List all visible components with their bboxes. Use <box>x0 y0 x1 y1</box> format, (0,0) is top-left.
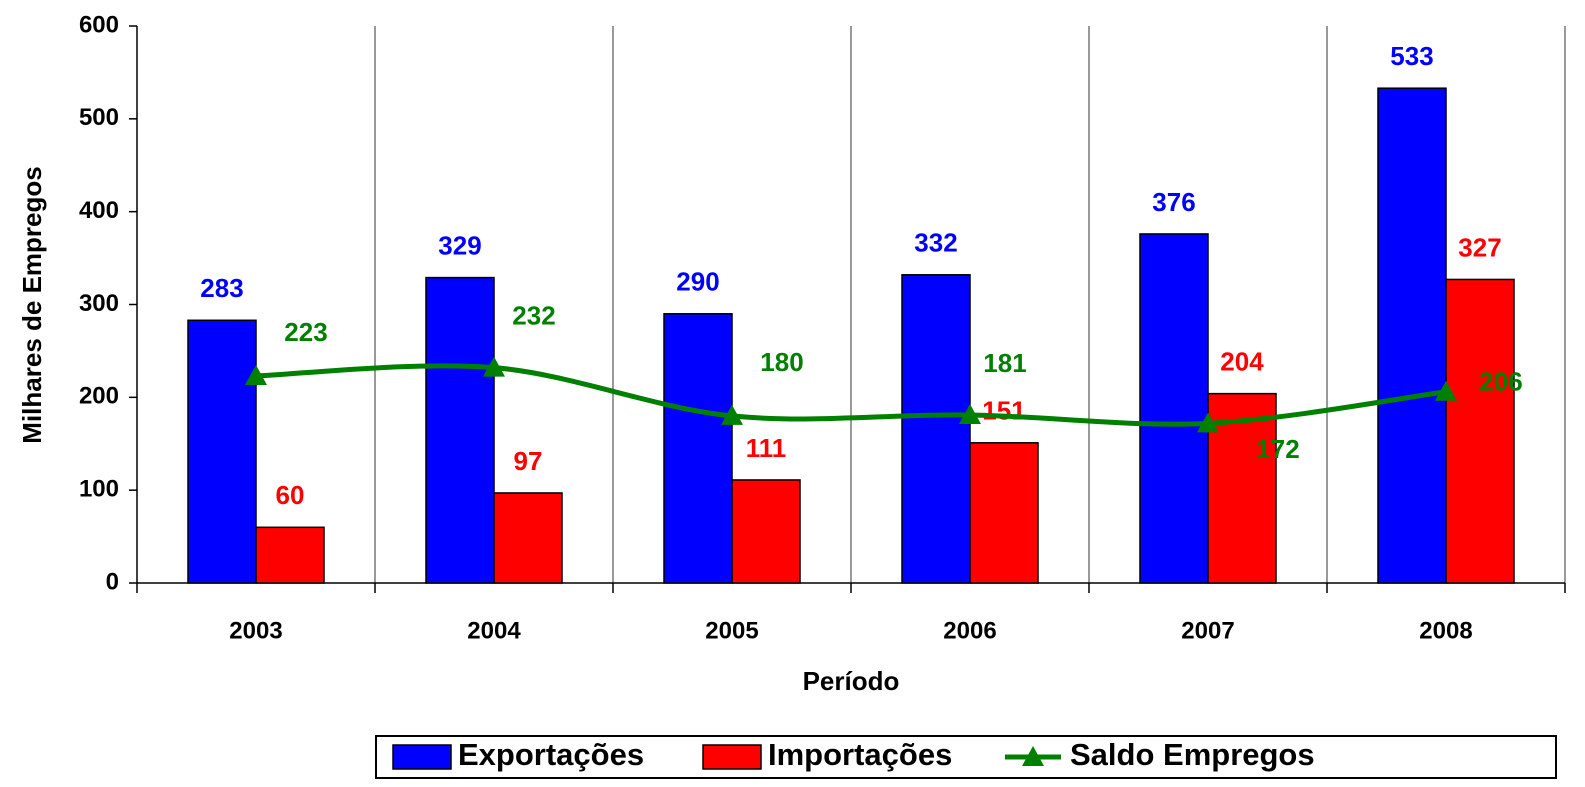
data-label: 111 <box>746 433 787 463</box>
bar <box>1377 87 1447 584</box>
legend-label: Importações <box>768 737 952 772</box>
data-label: 332 <box>914 228 957 258</box>
legend-label: Saldo Empregos <box>1070 737 1315 772</box>
bar <box>255 526 325 584</box>
x-tick-label: 2007 <box>1181 617 1234 644</box>
bar <box>901 274 971 584</box>
data-label: 172 <box>1256 434 1299 464</box>
data-label: 151 <box>982 396 1025 426</box>
data-label: 223 <box>284 317 327 347</box>
marker <box>1435 380 1457 401</box>
data-label: 206 <box>1479 367 1522 397</box>
y-tick-label: 100 <box>79 476 119 503</box>
bar <box>493 492 563 584</box>
marker <box>959 403 981 424</box>
x-tick-label: 2004 <box>467 617 521 644</box>
legend-swatch <box>702 744 762 770</box>
data-label: 283 <box>200 273 243 303</box>
x-tick-label: 2003 <box>229 617 282 644</box>
data-label: 329 <box>438 230 481 260</box>
bar <box>663 313 733 584</box>
data-label: 60 <box>276 480 305 510</box>
bar <box>1445 278 1515 584</box>
data-label: 181 <box>983 348 1026 378</box>
y-axis-label: Milhares de Empregos <box>17 166 47 443</box>
y-tick-label: 500 <box>79 104 119 131</box>
y-tick-label: 600 <box>79 11 119 38</box>
marker <box>245 364 267 385</box>
bar <box>969 442 1039 584</box>
marker <box>1197 412 1219 433</box>
legend-marker <box>1022 746 1044 766</box>
x-tick-label: 2005 <box>705 617 758 644</box>
data-label: 204 <box>1220 346 1264 376</box>
data-label: 180 <box>760 347 803 377</box>
bar <box>425 276 495 584</box>
legend-swatch <box>392 744 452 770</box>
line <box>255 363 1447 427</box>
bar <box>187 319 257 584</box>
y-tick-label: 200 <box>79 383 119 410</box>
data-label: 327 <box>1458 232 1501 262</box>
x-axis-label: Período <box>803 666 900 696</box>
y-tick-label: 0 <box>106 568 119 595</box>
y-tick-label: 300 <box>79 290 119 317</box>
x-tick-label: 2006 <box>943 617 996 644</box>
data-label: 232 <box>512 301 555 331</box>
marker <box>483 356 505 377</box>
data-label: 97 <box>514 446 543 476</box>
data-label: 376 <box>1152 187 1195 217</box>
y-tick-label: 400 <box>79 197 119 224</box>
bar <box>731 479 801 584</box>
legend-box <box>375 735 1557 779</box>
data-label: 533 <box>1390 41 1433 71</box>
x-tick-label: 2008 <box>1419 617 1472 644</box>
data-label: 290 <box>676 267 719 297</box>
marker <box>721 404 743 425</box>
bar <box>1207 392 1277 584</box>
bar <box>1139 233 1209 584</box>
legend-label: Exportações <box>458 737 644 772</box>
